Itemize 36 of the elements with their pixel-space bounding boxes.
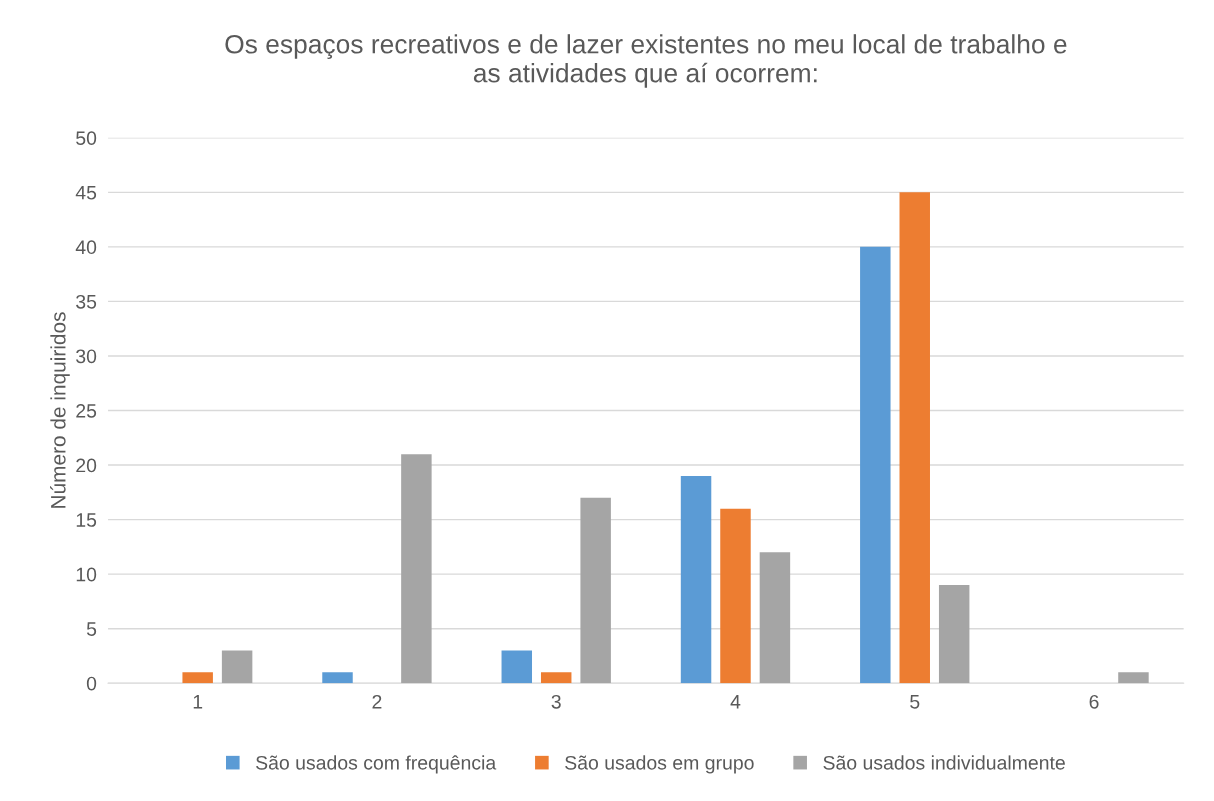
bar xyxy=(540,672,572,684)
y-axis-title: Número de inquiridos xyxy=(50,312,70,508)
x-tick-label: 1 xyxy=(193,695,203,709)
x-tick-label: 4 xyxy=(730,695,741,709)
x-tick-label: 2 xyxy=(372,694,382,709)
y-tick-label: 10 xyxy=(76,567,97,582)
x-tick-label: 3 xyxy=(551,694,561,709)
y-tick-label: 20 xyxy=(76,458,97,473)
y-tick-label: 45 xyxy=(75,185,97,200)
y-tick-label: 40 xyxy=(75,240,97,255)
bar xyxy=(221,650,253,684)
x-tick-label: 5 xyxy=(910,695,920,709)
bar xyxy=(860,246,891,684)
bar xyxy=(182,672,213,684)
y-tick-label: 50 xyxy=(76,131,97,146)
bar xyxy=(759,552,791,684)
bar xyxy=(1118,672,1149,684)
y-tick-label: 35 xyxy=(76,294,97,309)
bar xyxy=(501,650,533,684)
chart-title: Os espaços recreativos e de lazer existentes no meu local de trabalho e as atividades que aí ocorrem: xyxy=(225,34,1067,88)
y-tick-label: 15 xyxy=(76,513,97,527)
bar xyxy=(580,497,611,684)
bar xyxy=(680,475,712,684)
y-tick-label: 30 xyxy=(76,349,97,364)
y-tick-label: 25 xyxy=(76,403,97,418)
legend-label: São usados individualmente xyxy=(823,755,1065,770)
legend-label: São usados com frequência xyxy=(256,755,497,774)
legend-label: São usados em grupo xyxy=(565,755,754,774)
bar xyxy=(720,508,751,684)
y-tick-label: 0 xyxy=(86,676,97,691)
bar xyxy=(401,454,432,684)
bar xyxy=(899,192,930,684)
bar xyxy=(322,672,353,684)
bar xyxy=(938,585,970,684)
x-tick-label: 6 xyxy=(1089,694,1099,709)
y-tick-label: 5 xyxy=(86,622,97,636)
